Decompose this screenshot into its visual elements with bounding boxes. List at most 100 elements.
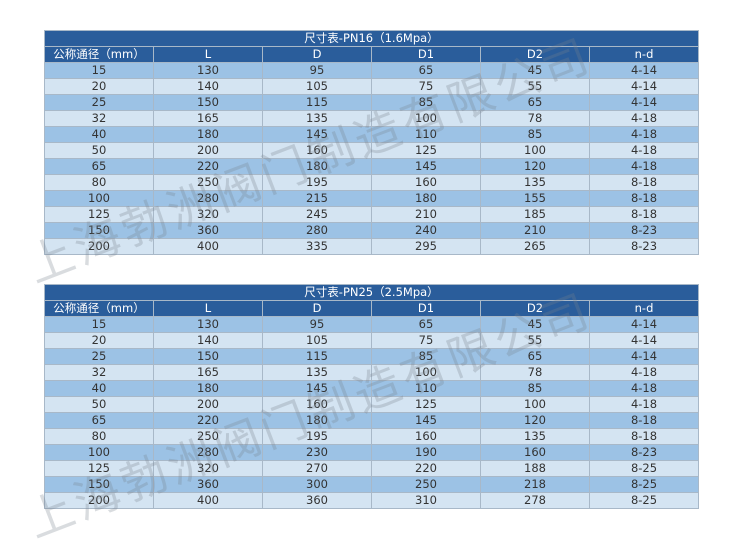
table-cell: 190	[371, 444, 481, 461]
table-cell: 360	[262, 492, 372, 509]
table-cell: 360	[153, 476, 263, 493]
table-cell: 65	[44, 412, 154, 429]
table-cell: 20	[44, 78, 154, 95]
table-cell: 8-18	[589, 206, 699, 223]
table-cell: 4-14	[589, 62, 699, 79]
table-cell: 320	[153, 206, 263, 223]
table-row: 20 140 105 75 55 4-14	[44, 332, 699, 349]
table-row: 100 280 215 180 155 8-18	[44, 190, 699, 207]
table-cell: 160	[480, 444, 590, 461]
table-row: 32 165 135 100 78 4-18	[44, 110, 699, 127]
table-title: 尺寸表-PN16（1.6Mpa）	[44, 30, 699, 47]
table-cell: 245	[262, 206, 372, 223]
table-cell: 145	[371, 158, 481, 175]
table-cell: 4-18	[589, 126, 699, 143]
column-header: 公称通径（mm）	[44, 300, 154, 317]
table-cell: 8-25	[589, 476, 699, 493]
column-header: D2	[480, 300, 590, 317]
header-row: 公称通径（mm） L D D1 D2 n-d	[44, 46, 699, 63]
table-cell: 50	[44, 396, 154, 413]
table-cell: 218	[480, 476, 590, 493]
table-cell: 180	[262, 158, 372, 175]
table-cell: 278	[480, 492, 590, 509]
table-cell: 125	[371, 396, 481, 413]
table-row: 200 400 335 295 265 8-23	[44, 238, 699, 255]
table-cell: 165	[153, 110, 263, 127]
table-cell: 130	[153, 62, 263, 79]
table-row: 125 320 245 210 185 8-18	[44, 206, 699, 223]
table-cell: 165	[153, 364, 263, 381]
table-cell: 195	[262, 174, 372, 191]
table-row: 65 220 180 145 120 4-18	[44, 158, 699, 175]
table-cell: 85	[371, 94, 481, 111]
table-row: 40 180 145 110 85 4-18	[44, 126, 699, 143]
table-cell: 40	[44, 380, 154, 397]
table-cell: 25	[44, 94, 154, 111]
table-cell: 150	[153, 348, 263, 365]
table-cell: 105	[262, 332, 372, 349]
table-row: 80 250 195 160 135 8-18	[44, 174, 699, 191]
table-cell: 160	[262, 396, 372, 413]
table-cell: 188	[480, 460, 590, 477]
table-cell: 32	[44, 364, 154, 381]
table-cell: 125	[44, 460, 154, 477]
table-cell: 55	[480, 78, 590, 95]
table-cell: 160	[371, 428, 481, 445]
table-cell: 4-14	[589, 348, 699, 365]
table-cell: 85	[480, 126, 590, 143]
table-cell: 80	[44, 174, 154, 191]
table-cell: 100	[371, 364, 481, 381]
table-cell: 195	[262, 428, 372, 445]
table-cell: 265	[480, 238, 590, 255]
table-cell: 75	[371, 78, 481, 95]
pn16-size-table: 尺寸表-PN16（1.6Mpa） 公称通径（mm） L D D1 D2 n-d …	[44, 30, 699, 255]
column-header: D	[262, 46, 372, 63]
table-cell: 8-23	[589, 222, 699, 239]
table-cell: 8-18	[589, 412, 699, 429]
table-cell: 295	[371, 238, 481, 255]
table-row: 50 200 160 125 100 4-18	[44, 396, 699, 413]
column-header: L	[153, 300, 263, 317]
table-cell: 130	[153, 316, 263, 333]
table-row: 150 360 280 240 210 8-23	[44, 222, 699, 239]
table-cell: 180	[371, 190, 481, 207]
table-cell: 4-18	[589, 158, 699, 175]
table-cell: 105	[262, 78, 372, 95]
table-cell: 280	[153, 444, 263, 461]
table-cell: 210	[480, 222, 590, 239]
column-header: D	[262, 300, 372, 317]
table-row: 20 140 105 75 55 4-14	[44, 78, 699, 95]
table-row: 65 220 180 145 120 8-18	[44, 412, 699, 429]
table-cell: 78	[480, 364, 590, 381]
table-cell: 150	[44, 222, 154, 239]
table-row: 40 180 145 110 85 4-18	[44, 380, 699, 397]
table-cell: 320	[153, 460, 263, 477]
table-cell: 160	[371, 174, 481, 191]
table-cell: 15	[44, 62, 154, 79]
table-cell: 145	[262, 380, 372, 397]
table-cell: 40	[44, 126, 154, 143]
table-cell: 310	[371, 492, 481, 509]
table-cell: 8-23	[589, 444, 699, 461]
table-row: 15 130 95 65 45 4-14	[44, 316, 699, 333]
table-cell: 150	[153, 94, 263, 111]
table-cell: 4-14	[589, 78, 699, 95]
table-cell: 4-14	[589, 332, 699, 349]
table-cell: 4-18	[589, 110, 699, 127]
table-cell: 135	[480, 174, 590, 191]
table-cell: 95	[262, 316, 372, 333]
table-cell: 65	[371, 62, 481, 79]
table-row: 32 165 135 100 78 4-18	[44, 364, 699, 381]
table-cell: 125	[44, 206, 154, 223]
table-title: 尺寸表-PN25（2.5Mpa）	[44, 284, 699, 301]
table-cell: 220	[153, 412, 263, 429]
column-header: D1	[371, 46, 481, 63]
table-cell: 75	[371, 332, 481, 349]
column-header: 公称通径（mm）	[44, 46, 154, 63]
table-row: 125 320 270 220 188 8-25	[44, 460, 699, 477]
table-cell: 100	[44, 444, 154, 461]
table-cell: 8-18	[589, 428, 699, 445]
table-cell: 78	[480, 110, 590, 127]
table-cell: 110	[371, 126, 481, 143]
table-cell: 65	[44, 158, 154, 175]
